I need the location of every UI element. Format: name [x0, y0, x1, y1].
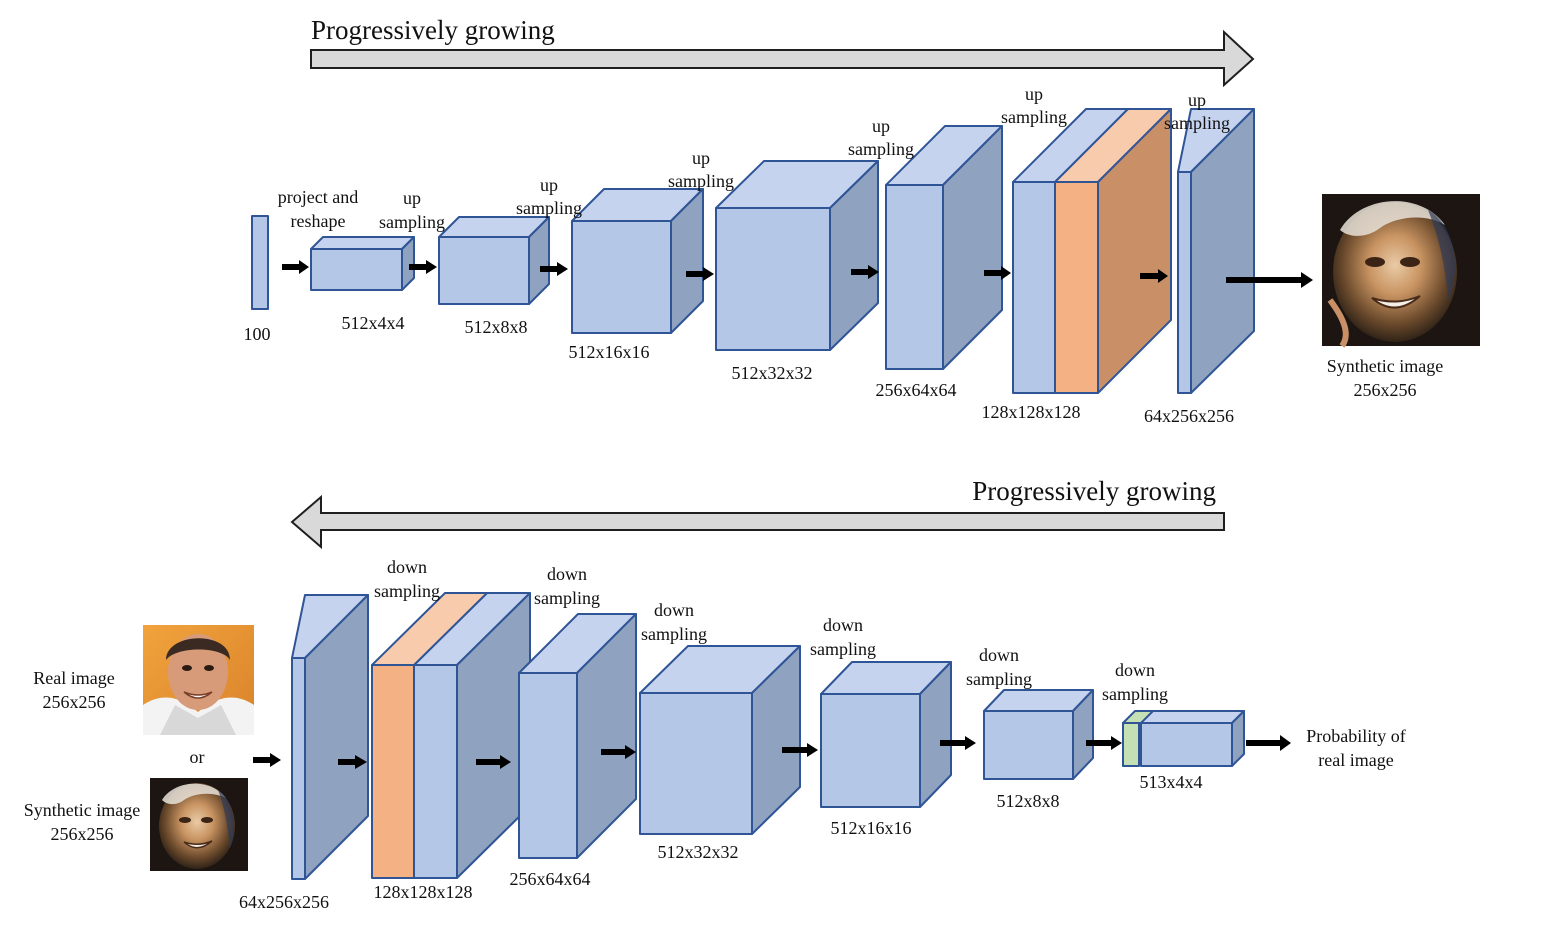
project-reshape-label: project and: [278, 187, 358, 207]
discriminator-block-512x16x16: [820, 661, 952, 808]
downsampling-label: sampling: [966, 669, 1032, 689]
generator-block-512x4x4: [310, 236, 415, 291]
generator-output-label: Synthetic image: [1327, 356, 1443, 376]
discriminator-block-64x256x256: [291, 594, 369, 880]
upsampling-label: up: [540, 175, 558, 195]
upsampling-label: sampling: [1164, 113, 1230, 133]
probability-output-label: Probability of: [1306, 726, 1406, 746]
discriminator-growing-title: Progressively growing: [972, 476, 1216, 506]
generator-output-size: 256x256: [1354, 380, 1417, 400]
upsampling-label: sampling: [516, 198, 582, 218]
downsampling-label: down: [654, 600, 694, 620]
flow-arrow: [282, 260, 309, 274]
flow-arrow: [253, 753, 281, 767]
downsampling-label: down: [547, 564, 587, 584]
real-image-label: Real image: [33, 668, 114, 688]
upsampling-label: sampling: [848, 139, 914, 159]
flow-arrow: [601, 745, 636, 759]
synthetic-face-image: [1322, 194, 1480, 348]
flow-arrow: [338, 755, 367, 769]
generator-block-512x32x32: [715, 160, 879, 351]
discriminator-block-513x4x4: [1122, 710, 1245, 767]
downsampling-label: sampling: [534, 588, 600, 608]
real-face-photo: [143, 625, 254, 735]
discriminator-size-label: 512x32x32: [658, 842, 739, 862]
flow-arrow: [540, 262, 568, 276]
generator-input-size: 100: [244, 324, 271, 344]
discriminator-flow-arrows: [253, 735, 1291, 769]
generator-size-label: 512x16x16: [569, 342, 650, 362]
flow-arrow: [409, 260, 437, 274]
or-label: or: [190, 747, 205, 767]
discriminator-size-label: 512x8x8: [997, 791, 1060, 811]
discriminator-size-label: 512x16x16: [831, 818, 912, 838]
generator-block-256x64x64: [885, 125, 1003, 370]
generator-flow-arrows: [282, 260, 1313, 288]
upsampling-label: up: [1188, 90, 1206, 110]
flow-arrow: [686, 267, 714, 281]
discriminator-size-label: 513x4x4: [1140, 772, 1203, 792]
downsampling-label: sampling: [374, 581, 440, 601]
synthetic-image-label: Synthetic image: [24, 800, 140, 820]
downsampling-label: down: [823, 615, 863, 635]
flow-arrow: [1140, 269, 1168, 283]
generator-size-label: 128x128x128: [982, 402, 1081, 422]
generator-block-512x16x16: [571, 188, 704, 334]
upsampling-label: up: [1025, 84, 1043, 104]
generator-block-64x256x256: [1177, 108, 1255, 394]
downsampling-label: sampling: [810, 639, 876, 659]
generator-size-label: 512x32x32: [732, 363, 813, 383]
upsampling-label: sampling: [379, 212, 445, 232]
synthetic-image-size: 256x256: [51, 824, 114, 844]
discriminator-block-128x128x128: [371, 592, 531, 879]
flow-arrow: [1086, 736, 1122, 750]
flow-arrow: [1246, 735, 1291, 751]
discriminator-size-label: 64x256x256: [239, 892, 329, 912]
generator-size-label: 512x8x8: [465, 317, 528, 337]
generator-size-label: 256x64x64: [876, 380, 957, 400]
generator-growing-arrow: [310, 29, 1255, 88]
generator-growing-title: Progressively growing: [311, 15, 555, 45]
flow-arrow: [984, 266, 1011, 280]
generator-input-vector: [251, 215, 269, 310]
upsampling-label: up: [403, 188, 421, 208]
downsampling-label: down: [979, 645, 1019, 665]
generator-size-label: 64x256x256: [1144, 406, 1234, 426]
upsampling-label: sampling: [1001, 107, 1067, 127]
discriminator-size-label: 256x64x64: [510, 869, 591, 889]
real-image-size: 256x256: [43, 692, 106, 712]
downsampling-label: sampling: [641, 624, 707, 644]
flow-arrow: [1226, 272, 1313, 288]
flow-arrow: [851, 265, 879, 279]
discriminator-growing-arrow: [290, 494, 1225, 550]
flow-arrow: [476, 755, 511, 769]
discriminator-block-256x64x64: [518, 613, 637, 859]
project-reshape-label-2: reshape: [291, 211, 346, 231]
generator-size-label: 512x4x4: [342, 313, 405, 333]
synthetic-face-image: [150, 778, 248, 871]
upsampling-label: up: [872, 116, 890, 136]
upsampling-label: sampling: [668, 171, 734, 191]
discriminator-size-label: 128x128x128: [374, 882, 473, 902]
probability-output-label-2: real image: [1318, 750, 1393, 770]
discriminator-block-512x8x8: [983, 689, 1094, 780]
flow-arrow: [782, 743, 818, 757]
downsampling-label: down: [1115, 660, 1155, 680]
upsampling-label: up: [692, 148, 710, 168]
generator-block-512x8x8: [438, 216, 550, 305]
downsampling-label: down: [387, 557, 427, 577]
downsampling-label: sampling: [1102, 684, 1168, 704]
generator-block-128x128x128: [1012, 108, 1172, 394]
discriminator-block-512x32x32: [639, 645, 801, 835]
flow-arrow: [940, 736, 976, 750]
